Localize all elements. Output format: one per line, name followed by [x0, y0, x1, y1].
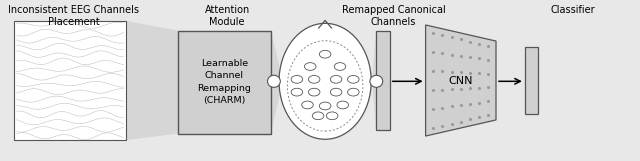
- Text: CNN: CNN: [449, 76, 473, 86]
- Ellipse shape: [305, 63, 316, 70]
- Ellipse shape: [291, 76, 303, 83]
- Ellipse shape: [348, 88, 359, 96]
- Ellipse shape: [330, 76, 342, 83]
- Ellipse shape: [308, 88, 320, 96]
- FancyBboxPatch shape: [14, 21, 126, 140]
- Ellipse shape: [319, 102, 331, 110]
- FancyBboxPatch shape: [178, 31, 271, 134]
- Ellipse shape: [291, 88, 303, 96]
- Ellipse shape: [268, 75, 280, 87]
- Polygon shape: [126, 21, 178, 140]
- Text: Inconsistent EEG Channels
Placement: Inconsistent EEG Channels Placement: [8, 5, 139, 27]
- Text: Learnable
Channel
Remapping
(CHARM): Learnable Channel Remapping (CHARM): [197, 59, 252, 105]
- Polygon shape: [371, 31, 376, 130]
- Ellipse shape: [319, 50, 331, 58]
- Ellipse shape: [370, 75, 383, 87]
- Text: Remapped Canonical
Channels: Remapped Canonical Channels: [342, 5, 445, 27]
- Ellipse shape: [301, 101, 313, 109]
- Ellipse shape: [312, 112, 324, 120]
- Ellipse shape: [334, 63, 346, 70]
- Ellipse shape: [348, 76, 359, 83]
- FancyBboxPatch shape: [376, 31, 390, 130]
- Text: Attention
Module: Attention Module: [205, 5, 250, 27]
- Ellipse shape: [337, 101, 349, 109]
- Polygon shape: [271, 31, 279, 134]
- Ellipse shape: [326, 112, 338, 120]
- Ellipse shape: [279, 23, 371, 139]
- Ellipse shape: [330, 88, 342, 96]
- Ellipse shape: [308, 76, 320, 83]
- FancyBboxPatch shape: [525, 47, 538, 114]
- Text: Classifier: Classifier: [550, 5, 595, 15]
- Polygon shape: [426, 25, 496, 136]
